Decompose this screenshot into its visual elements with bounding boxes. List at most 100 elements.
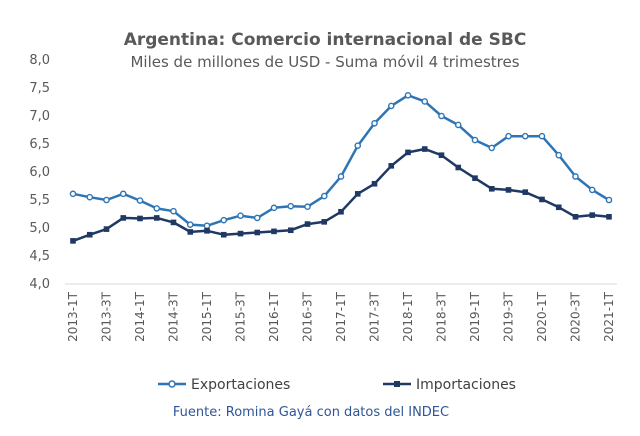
y-axis-ticks: 8,0 7,5 7,0 6,5 6,0 5,5 5,0 4,5 4,0 [29,53,50,292]
data-point-importaciones [371,180,378,187]
x-tick-label: 2018-1T [401,291,415,342]
data-point-exportaciones [203,222,211,230]
data-point-exportaciones [320,192,328,200]
x-tick-label: 2017-3T [368,291,382,342]
data-point-exportaciones [538,132,546,140]
y-tick-label: 5,0 [29,221,50,236]
y-tick-label: 4,0 [29,277,50,292]
x-tick-label: 2019-3T [502,291,516,342]
data-point-exportaciones [605,196,613,204]
data-point-importaciones [405,149,411,156]
x-tick-label: 2017-1T [334,291,348,342]
data-point-exportaciones [438,112,445,120]
data-point-exportaciones [555,151,563,159]
data-point-exportaciones [488,144,496,152]
series-layer [69,91,613,244]
data-point-exportaciones [354,142,362,149]
data-point-importaciones [438,152,445,158]
data-point-importaciones [488,186,495,192]
data-point-importaciones [606,214,612,220]
data-point-importaciones [572,214,579,220]
data-point-importaciones [388,163,395,169]
x-tick-label: 2020-3T [569,291,583,342]
data-point-exportaciones [387,102,395,110]
data-point-exportaciones [270,204,278,212]
data-point-exportaciones [471,136,479,144]
data-point-importaciones [522,189,529,195]
data-point-exportaciones [170,207,177,215]
y-tick-label: 8,0 [29,53,50,68]
data-point-exportaciones [454,121,462,129]
x-tick-label: 2014-1T [133,291,147,342]
x-tick-label: 2013-1T [66,291,80,342]
data-point-exportaciones [521,132,529,140]
y-tick-label: 6,5 [29,137,50,152]
legend-label-exportaciones: Exportaciones [191,377,290,393]
y-tick-label: 4,5 [29,249,50,264]
data-point-importaciones [505,187,512,193]
data-point-importaciones [237,230,244,237]
data-point-importaciones [271,228,277,235]
data-point-exportaciones [337,173,345,180]
x-tick-label: 2018-3T [435,291,449,342]
data-point-exportaciones [136,197,144,204]
x-tick-label: 2016-1T [267,291,281,342]
data-point-exportaciones [237,212,244,219]
data-point-exportaciones [505,132,512,140]
data-point-importaciones [204,228,210,234]
data-point-importaciones [421,146,428,152]
data-point-exportaciones [69,190,77,198]
x-tick-label: 2021-1T [602,291,616,342]
data-point-importaciones [254,229,261,236]
data-point-importaciones [589,212,596,218]
legend-marker-importaciones [394,381,400,387]
y-tick-label: 5,5 [29,193,50,208]
data-point-importaciones [472,175,478,181]
x-tick-label: 2016-3T [301,291,315,342]
data-point-importaciones [70,238,76,244]
legend-label-importaciones: Importaciones [416,377,516,393]
data-point-exportaciones [287,202,295,210]
data-point-importaciones [555,204,562,211]
x-axis-ticks: 2013-1T 2013-3T 2014-1T 2014-3T 2015-1T 2015-… [66,291,616,342]
y-tick-label: 7,0 [29,109,50,124]
data-point-importaciones [220,231,227,238]
series-line-exportaciones [72,94,610,228]
data-point-importaciones [354,191,361,197]
data-point-importaciones [86,231,93,238]
data-point-exportaciones [186,221,194,228]
data-point-importaciones [137,215,143,222]
legend-marker-exportaciones [168,380,176,388]
data-point-importaciones [170,219,177,226]
data-point-exportaciones [572,173,579,180]
data-point-importaciones [455,164,462,171]
data-point-importaciones [539,196,545,203]
x-tick-label: 2014-3T [167,291,181,342]
data-point-importaciones [321,219,328,225]
data-point-exportaciones [304,203,311,211]
data-point-importaciones [304,221,311,227]
data-point-importaciones [187,229,194,235]
series-line-importaciones [72,147,610,243]
legend-item-importaciones: Importaciones [383,377,516,393]
data-point-exportaciones [220,216,228,224]
legend: Exportaciones Importaciones [158,377,516,393]
chart-title: Argentina: Comercio internacional de SBC [124,30,527,50]
data-point-importaciones [287,227,294,234]
y-tick-label: 6,0 [29,165,50,180]
x-tick-label: 2013-3T [100,291,114,342]
source-note: Fuente: Romina Gayá con datos del INDEC [173,405,449,420]
x-tick-label: 2020-1T [535,291,549,342]
data-point-exportaciones [371,119,378,127]
x-tick-label: 2015-1T [200,291,214,342]
data-point-exportaciones [103,196,110,204]
data-point-exportaciones [588,186,596,194]
data-point-exportaciones [153,205,161,212]
data-point-exportaciones [119,190,127,198]
data-point-exportaciones [421,98,429,105]
y-tick-label: 7,5 [29,81,50,96]
chart-subtitle: Miles de millones de USD - Suma móvil 4 … [130,53,519,71]
data-point-importaciones [338,208,344,215]
data-point-exportaciones [86,193,94,201]
